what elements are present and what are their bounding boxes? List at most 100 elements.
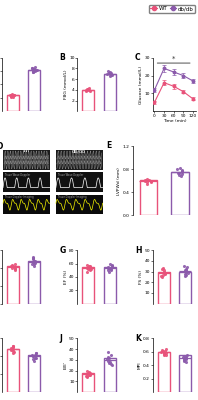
- Point: [110, 361, 113, 367]
- Point: [31, 65, 34, 72]
- Point: [31, 258, 34, 265]
- Point: [160, 266, 164, 273]
- Text: B: B: [59, 54, 65, 62]
- Point: [106, 71, 109, 78]
- Point: [163, 349, 166, 356]
- Point: [12, 342, 15, 349]
- Point: [86, 86, 89, 92]
- Point: [88, 263, 91, 269]
- Point: [145, 180, 148, 187]
- Y-axis label: MPI: MPI: [138, 362, 142, 369]
- Point: [162, 268, 166, 275]
- Point: [35, 350, 38, 356]
- Bar: [3, 150, 50, 170]
- Point: [31, 352, 34, 358]
- Point: [185, 354, 188, 360]
- Point: [85, 87, 88, 93]
- Text: db/db: db/db: [72, 148, 86, 153]
- Point: [106, 68, 109, 74]
- Point: [88, 264, 91, 271]
- Point: [106, 349, 109, 356]
- Y-axis label: FBG (mmol/L): FBG (mmol/L): [64, 70, 68, 99]
- Bar: [158, 352, 170, 392]
- Bar: [3, 194, 50, 214]
- Point: [88, 371, 91, 377]
- Point: [12, 350, 15, 356]
- Bar: [158, 272, 170, 304]
- Text: Tissue Wave Doppler: Tissue Wave Doppler: [57, 173, 83, 177]
- Point: [35, 66, 38, 73]
- Point: [13, 266, 17, 273]
- Point: [183, 270, 186, 277]
- Point: [107, 265, 110, 271]
- Point: [110, 262, 114, 268]
- Text: J: J: [59, 334, 62, 343]
- Point: [11, 343, 15, 350]
- Point: [161, 348, 165, 354]
- Point: [185, 264, 188, 270]
- Y-axis label: Glucose (mmol/L): Glucose (mmol/L): [139, 66, 143, 104]
- Point: [11, 262, 14, 268]
- Point: [186, 270, 189, 276]
- Point: [85, 374, 88, 380]
- Point: [108, 69, 111, 75]
- Text: WT: WT: [22, 148, 30, 153]
- Point: [11, 344, 14, 350]
- Point: [31, 255, 34, 261]
- Bar: [28, 70, 40, 111]
- Bar: [56, 172, 103, 192]
- Point: [185, 355, 188, 361]
- Point: [107, 268, 110, 275]
- Point: [10, 93, 13, 100]
- Point: [162, 272, 165, 278]
- Point: [11, 93, 14, 100]
- Point: [13, 91, 16, 98]
- Text: D: D: [0, 142, 2, 151]
- Point: [88, 88, 91, 95]
- Text: K: K: [135, 334, 141, 343]
- Point: [182, 355, 185, 362]
- Point: [162, 351, 166, 357]
- Point: [107, 70, 110, 76]
- Point: [10, 347, 13, 353]
- Point: [160, 349, 163, 355]
- Point: [186, 352, 189, 358]
- Point: [85, 86, 88, 92]
- Point: [110, 266, 113, 273]
- Point: [10, 345, 13, 352]
- Point: [85, 373, 88, 379]
- Point: [31, 254, 35, 260]
- Point: [85, 373, 89, 379]
- Point: [108, 354, 111, 361]
- Point: [106, 267, 109, 274]
- Point: [177, 172, 180, 178]
- X-axis label: Time (min): Time (min): [163, 119, 186, 123]
- Point: [35, 354, 38, 361]
- Point: [110, 72, 113, 78]
- Point: [162, 352, 166, 358]
- Point: [31, 64, 34, 71]
- Point: [33, 355, 36, 361]
- Point: [107, 360, 110, 366]
- Point: [33, 66, 36, 73]
- Point: [180, 167, 184, 174]
- Bar: [82, 90, 94, 111]
- Point: [89, 267, 92, 274]
- Text: Tissue Doppler Imaging: Tissue Doppler Imaging: [57, 195, 87, 199]
- Point: [147, 176, 150, 183]
- Point: [89, 370, 92, 376]
- Point: [33, 68, 36, 74]
- Point: [149, 178, 152, 184]
- Point: [88, 372, 91, 378]
- Point: [32, 256, 35, 262]
- Point: [182, 357, 185, 364]
- Point: [163, 267, 166, 274]
- Point: [88, 264, 91, 270]
- Point: [30, 261, 33, 268]
- Point: [177, 170, 180, 176]
- Bar: [56, 194, 103, 214]
- Point: [164, 345, 167, 352]
- Point: [13, 266, 16, 272]
- Point: [143, 178, 147, 184]
- Point: [108, 73, 111, 80]
